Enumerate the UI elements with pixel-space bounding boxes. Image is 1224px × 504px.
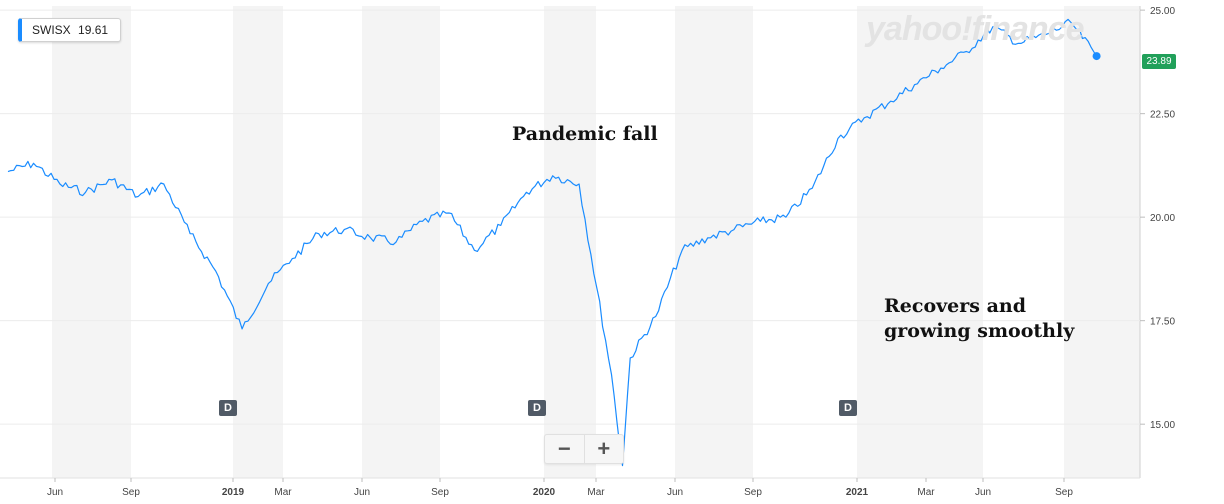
zoom-out-button[interactable]: − <box>557 436 571 461</box>
x-tick-label: 2021 <box>846 487 869 498</box>
x-tick-label: Mar <box>587 487 605 498</box>
y-tick-label: 15.00 <box>1150 420 1175 431</box>
x-tick-label: Mar <box>274 487 292 498</box>
y-tick-label: 25.00 <box>1150 6 1175 17</box>
period-band <box>544 6 596 478</box>
y-tick-label: 22.50 <box>1150 110 1175 121</box>
annotation-recovers: Recovers and growing smoothly <box>884 295 1075 342</box>
yahoo-finance-logo: yahoo!finance <box>866 10 1084 48</box>
y-tick-label: 20.00 <box>1150 213 1175 224</box>
x-tick-label: 2020 <box>533 487 556 498</box>
last-price-tag: 23.89 <box>1142 54 1176 69</box>
dividend-marker[interactable]: D <box>528 400 546 416</box>
period-band <box>233 6 283 478</box>
period-band <box>52 6 131 478</box>
x-tick-label: Sep <box>431 487 449 498</box>
x-tick-label: Sep <box>1055 487 1073 498</box>
last-price-point <box>1092 52 1101 61</box>
price-series-line <box>7 18 1098 467</box>
x-tick-label: Sep <box>744 487 762 498</box>
x-tick-label: Mar <box>917 487 935 498</box>
x-tick-label: Jun <box>354 487 370 498</box>
x-tick-label: Jun <box>667 487 683 498</box>
x-tick-label: Jun <box>975 487 991 498</box>
dividend-marker[interactable]: D <box>839 400 857 416</box>
x-tick-label: 2019 <box>222 487 245 498</box>
ticker-value: 19.61 <box>78 23 109 37</box>
dividend-marker[interactable]: D <box>219 400 237 416</box>
annotation-pandemic-fall: Pandemic fall <box>512 123 658 145</box>
period-band <box>857 6 983 478</box>
ticker-symbol: SWISX <box>32 23 71 37</box>
x-tick-label: Jun <box>47 487 63 498</box>
zoom-control: − + <box>544 434 624 464</box>
zoom-in-button[interactable]: + <box>583 435 624 463</box>
y-tick-label: 17.50 <box>1150 317 1175 328</box>
period-band <box>362 6 440 478</box>
ticker-badge[interactable]: SWISX 19.61 <box>18 18 122 42</box>
period-band <box>675 6 753 478</box>
x-tick-label: Sep <box>122 487 140 498</box>
period-band <box>1064 6 1140 478</box>
